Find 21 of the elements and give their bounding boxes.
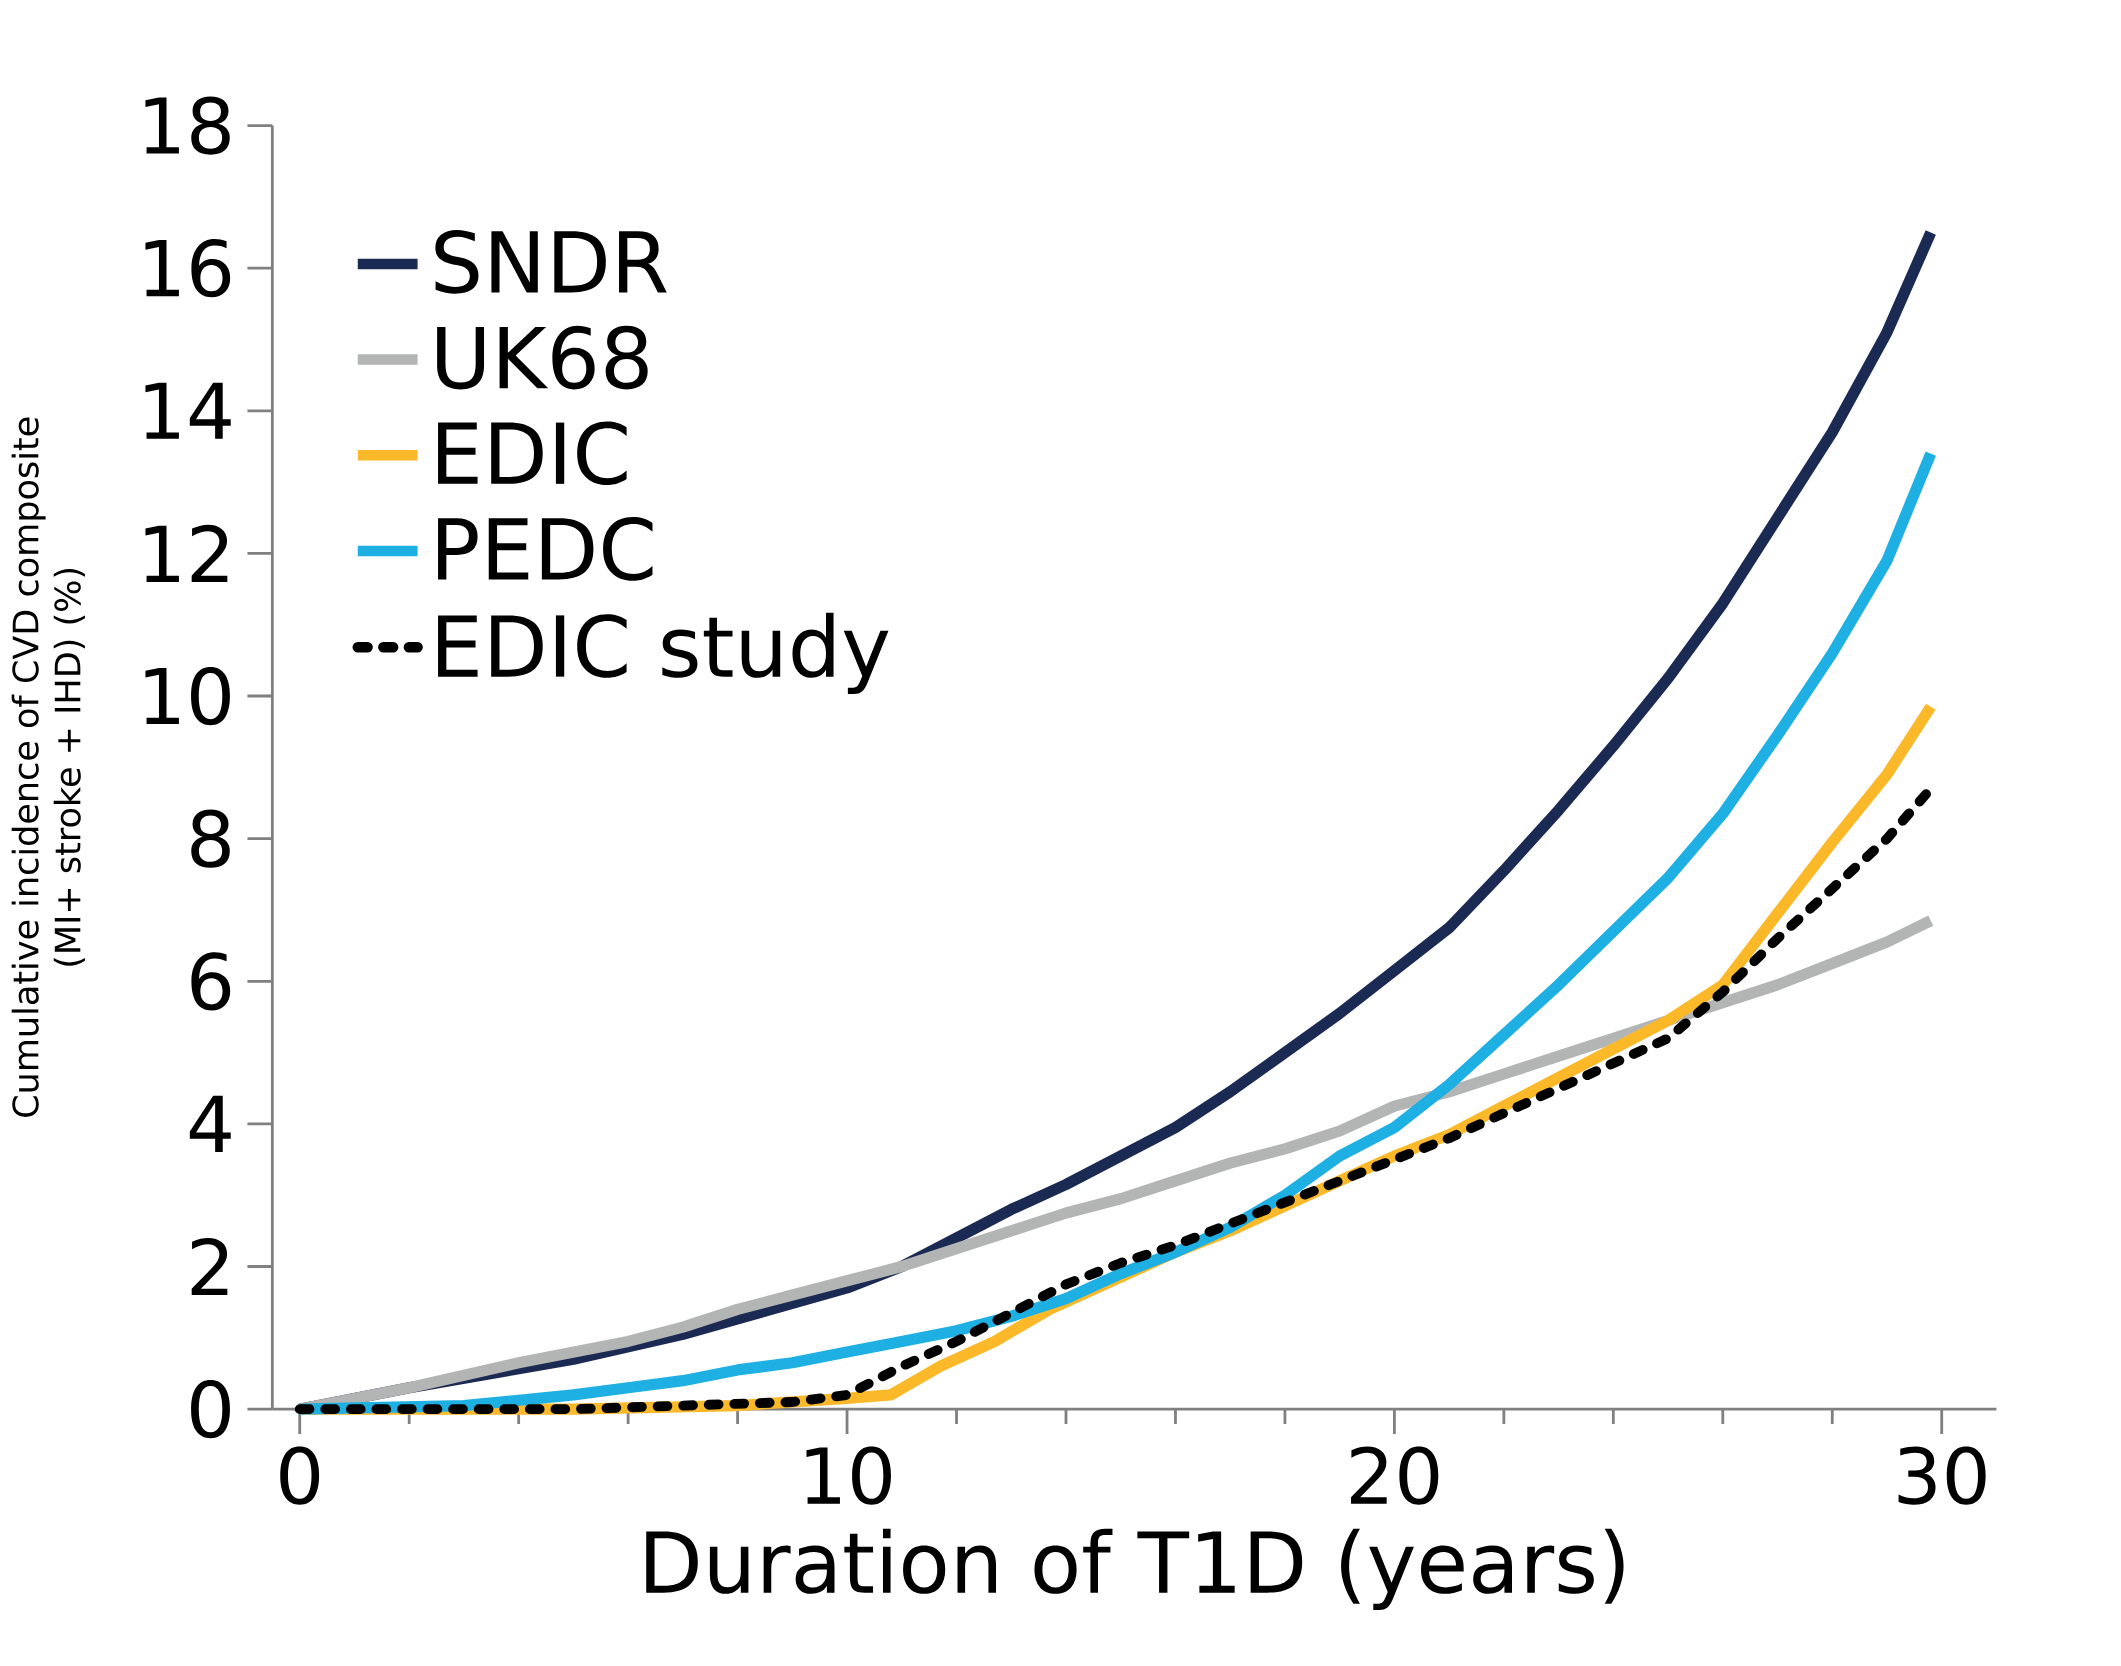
- legend-label: SNDR: [435, 229, 667, 294]
- x-tick-label: 0: [280, 1446, 320, 1505]
- y-tick-label: 2: [191, 1237, 228, 1295]
- y-tick-label: 16: [145, 238, 231, 298]
- legend-label: PEDC: [438, 516, 653, 581]
- y-tick-label: 0: [191, 1379, 230, 1439]
- y-axis-title: Cumulative incidence of CVD composite (MI+ stroke + IHD) (%): [11, 417, 85, 1117]
- x-tick-label: 10: [806, 1446, 891, 1505]
- y-tick-label: 12: [145, 524, 228, 582]
- x-axis-title: Duration of T1D (years): [646, 1528, 1624, 1610]
- x-tick-label: 20: [1351, 1446, 1439, 1505]
- y-tick-label: 14: [145, 382, 231, 439]
- legend-label: EDIC study: [438, 612, 889, 694]
- legend-label: EDIC: [438, 421, 627, 485]
- y-tick-label: 6: [191, 952, 231, 1011]
- legend-label: UK68: [437, 325, 648, 390]
- y-tick-label: 18: [145, 96, 230, 155]
- y-tick-label: 10: [145, 666, 230, 726]
- x-tick-label: 30: [1898, 1446, 1986, 1505]
- y-tick-label: 4: [189, 1095, 231, 1152]
- y-tick-label: 8: [191, 809, 230, 868]
